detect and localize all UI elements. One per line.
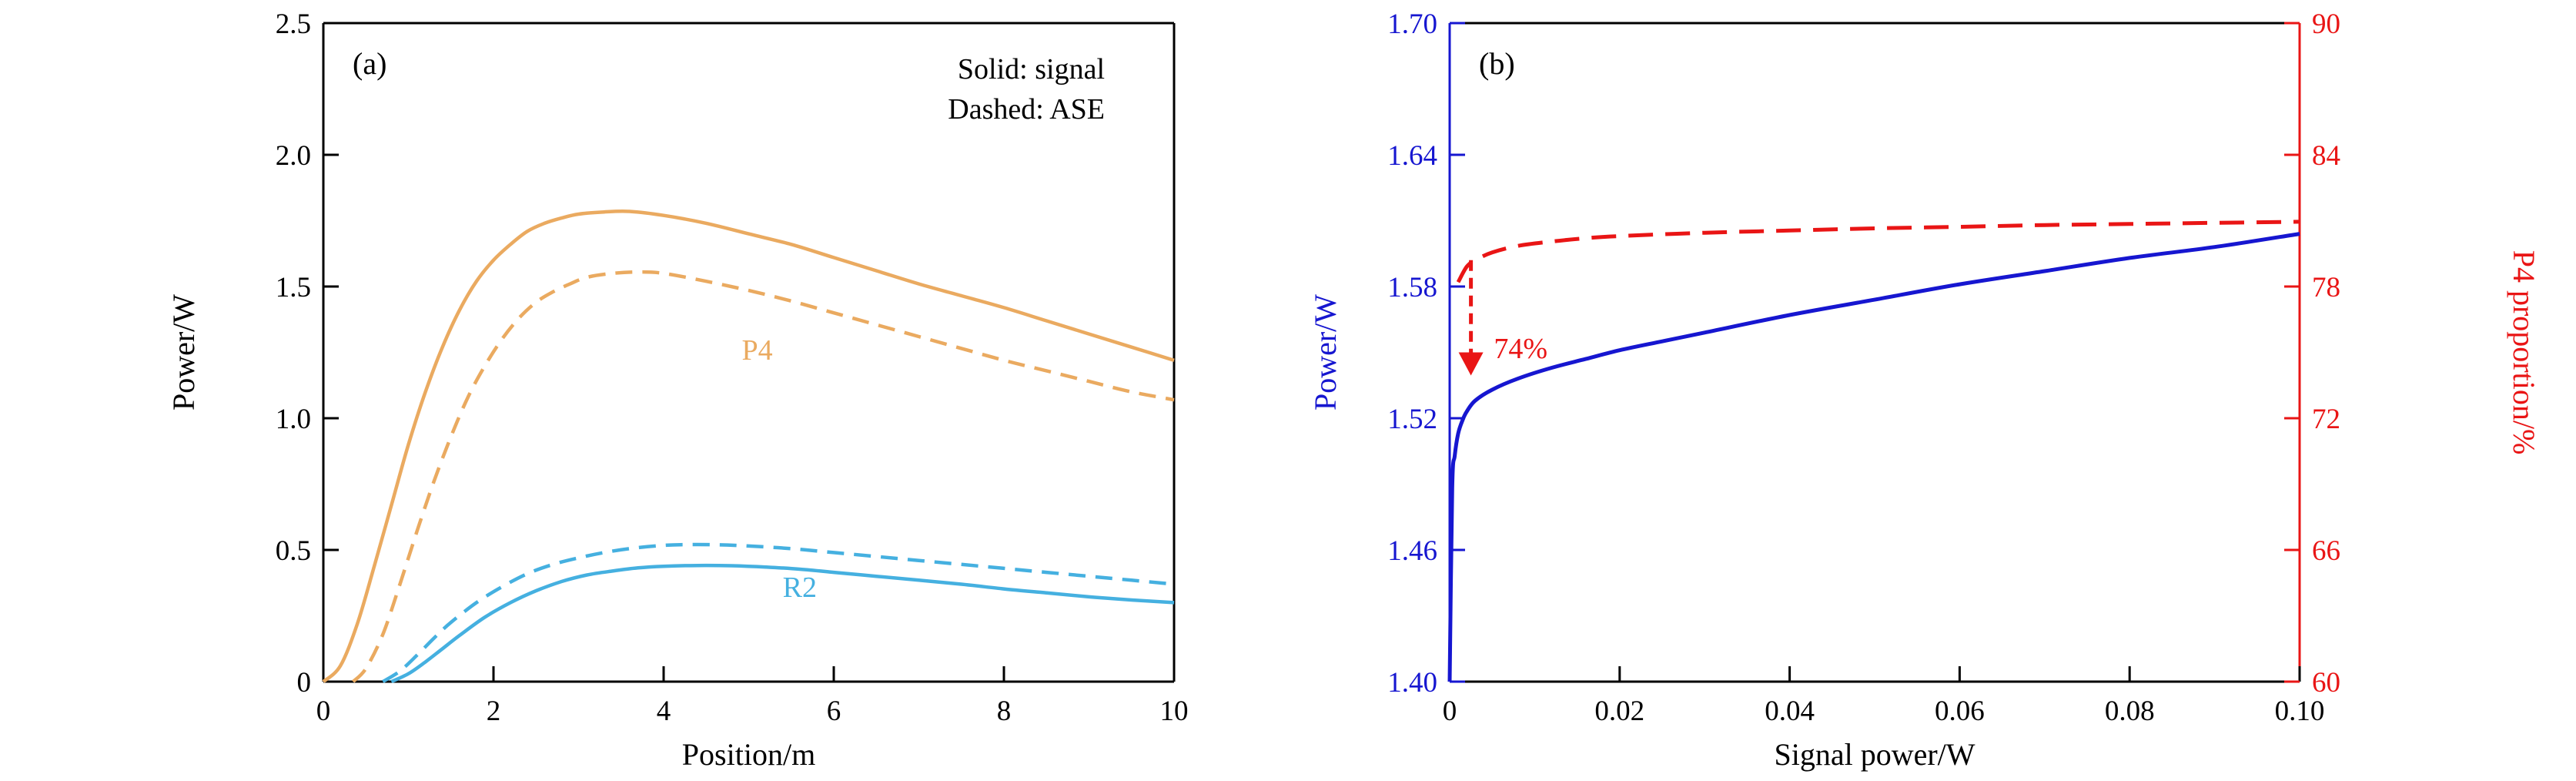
series-p4-signal: [322, 209, 1175, 683]
x-axis-label: Position/m: [682, 737, 815, 772]
y-tick-label: 1.40: [1387, 667, 1437, 699]
y2-tick-label: 78: [2312, 272, 2340, 303]
x-tick-label: 2: [487, 696, 501, 727]
y2-tick-label: 66: [2312, 535, 2340, 567]
y2-tick-label: 60: [2312, 667, 2340, 699]
y-tick-label: 2.5: [276, 8, 311, 40]
chart-panel-b: 0 0.02 0.04 0.06 0.08 0.10 1.40 1.46 1.52 1.58 1.6…: [1288, 0, 2576, 781]
series-p4-proportion: [1456, 220, 2300, 283]
x-tick-label: 8: [997, 696, 1012, 727]
y-tick-label: 1.64: [1387, 140, 1437, 172]
y-axis-label: Power/W: [166, 294, 201, 411]
y-tick-label: 1.46: [1387, 535, 1437, 567]
y-tick-label: 1.0: [276, 404, 311, 435]
curve-label-r2: R2: [783, 572, 817, 604]
series-signal-power-out: [1447, 232, 2300, 682]
y-tick-label: 0: [297, 667, 312, 699]
x-axis-label: Signal power/W: [1774, 737, 1975, 772]
x-tick-label: 0.06: [1935, 696, 1985, 727]
y-tick-label: 1.58: [1387, 272, 1437, 303]
series-p4-ase: [352, 270, 1175, 683]
legend-note: Dashed: ASE: [948, 93, 1105, 126]
chart-panel-a: 0 2 4 6 8 10 0 0.5 1.0 1.5 2.0 2.5 Position/m Power/W…: [166, 8, 1189, 772]
y2-axis-label: P4 proportion/%: [2507, 250, 2541, 455]
y-tick-label: 2.0: [276, 140, 311, 172]
y-tick-label: 1.52: [1387, 404, 1437, 435]
x-tick-label: 4: [657, 696, 671, 727]
x-tick-label: 0: [316, 696, 331, 727]
y-tick-label: 1.70: [1387, 8, 1437, 40]
x-tick-label: 0.02: [1594, 696, 1644, 727]
x-tick-label: 10: [1160, 696, 1189, 727]
x-tick-label: 0: [1443, 696, 1457, 727]
y-tick-label: 1.5: [276, 272, 311, 303]
y2-tick-label: 90: [2312, 8, 2340, 40]
x-tick-label: 6: [827, 696, 841, 727]
series-r2-signal: [390, 563, 1175, 684]
y-tick-label: 0.5: [276, 535, 311, 567]
x-tick-label: 0.08: [2105, 696, 2155, 727]
y2-tick-label: 84: [2312, 140, 2340, 172]
panel-label: (a): [353, 46, 386, 81]
x-tick-label: 0.04: [1765, 696, 1815, 727]
panel-label: (b): [1479, 46, 1515, 81]
y-axis-label: Power/W: [1308, 294, 1343, 411]
annotation-arrowhead-icon: [1458, 352, 1484, 376]
curve-label-p4: P4: [741, 334, 772, 367]
series-r2-ase: [382, 542, 1175, 683]
annotation-text: 74%: [1494, 333, 1547, 365]
x-tick-label: 0.10: [2275, 696, 2325, 727]
legend-note: Solid: signal: [958, 53, 1105, 85]
y2-tick-label: 72: [2312, 404, 2340, 435]
